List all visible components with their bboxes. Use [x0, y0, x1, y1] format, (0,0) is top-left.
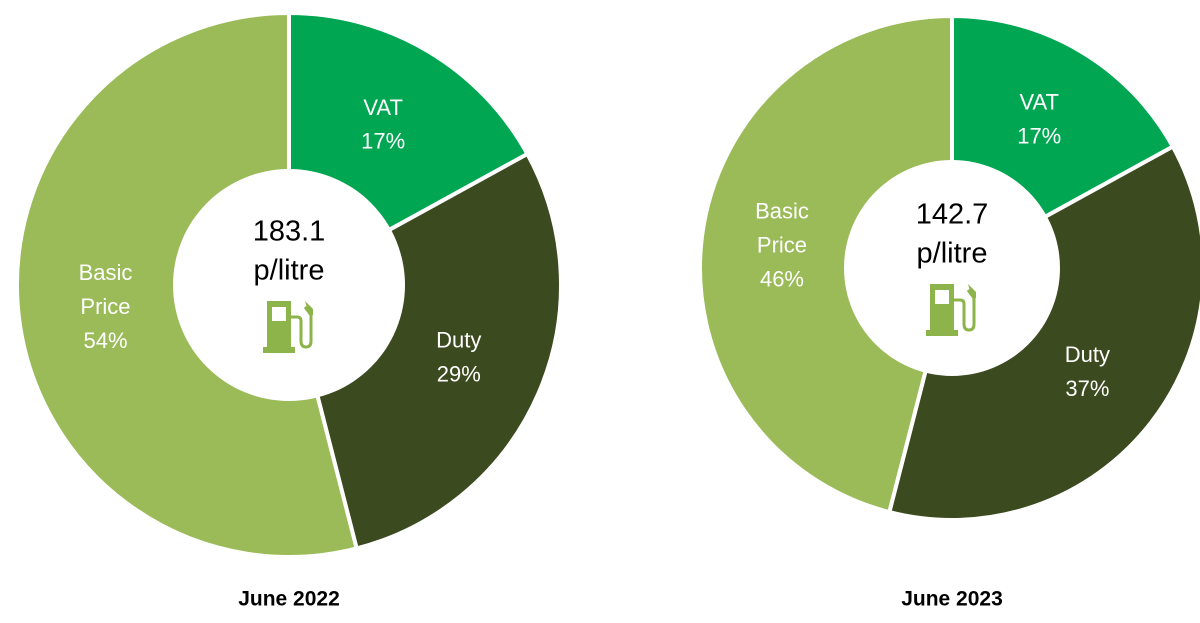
slice-label: VAT	[1019, 89, 1059, 114]
slice-label: Basic Price	[79, 260, 133, 319]
donut-hole	[173, 169, 405, 401]
pump-hose	[954, 289, 976, 332]
fuel-pump-icon	[263, 301, 313, 353]
fuel-pump-icon	[926, 284, 976, 336]
label-line: Duty	[436, 327, 481, 352]
pump-nozzle	[968, 284, 976, 298]
value-label: 37%	[1065, 376, 1109, 401]
label-line: Duty	[1065, 342, 1110, 367]
value-label: 17%	[1017, 123, 1061, 148]
label-line: Price	[757, 232, 807, 257]
label-line: VAT	[1019, 89, 1059, 114]
label-line: VAT	[363, 95, 403, 120]
center-text: p/litre	[254, 255, 325, 287]
center-text: 183.1	[253, 216, 326, 248]
chart-caption: June 2022	[238, 588, 340, 611]
pump-body	[926, 284, 958, 336]
value-label: 46%	[760, 266, 804, 291]
center-text: 142.7	[916, 199, 989, 231]
value-label: 17%	[361, 129, 405, 154]
label-line: Basic	[755, 198, 809, 223]
slice-label: VAT	[363, 95, 403, 120]
pump-hose	[291, 306, 313, 349]
value-label: 29%	[437, 361, 481, 386]
value-label: 54%	[83, 328, 127, 353]
pump-body	[263, 301, 295, 353]
chart-caption: June 2023	[901, 588, 1003, 611]
slice-label: Duty	[1065, 342, 1110, 367]
slice-label: Basic Price	[755, 198, 809, 257]
pump-nozzle	[305, 301, 313, 315]
label-line: Basic	[79, 260, 133, 285]
pie-slice	[698, 13, 954, 515]
center-text: p/litre	[917, 238, 988, 270]
label-line: Price	[80, 294, 130, 319]
donut-hole	[844, 160, 1060, 376]
slice-label: Duty	[436, 327, 481, 352]
